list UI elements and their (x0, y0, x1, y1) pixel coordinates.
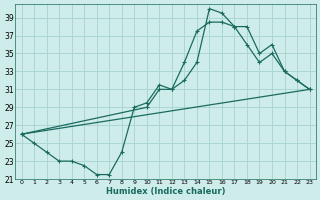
X-axis label: Humidex (Indice chaleur): Humidex (Indice chaleur) (106, 187, 225, 196)
